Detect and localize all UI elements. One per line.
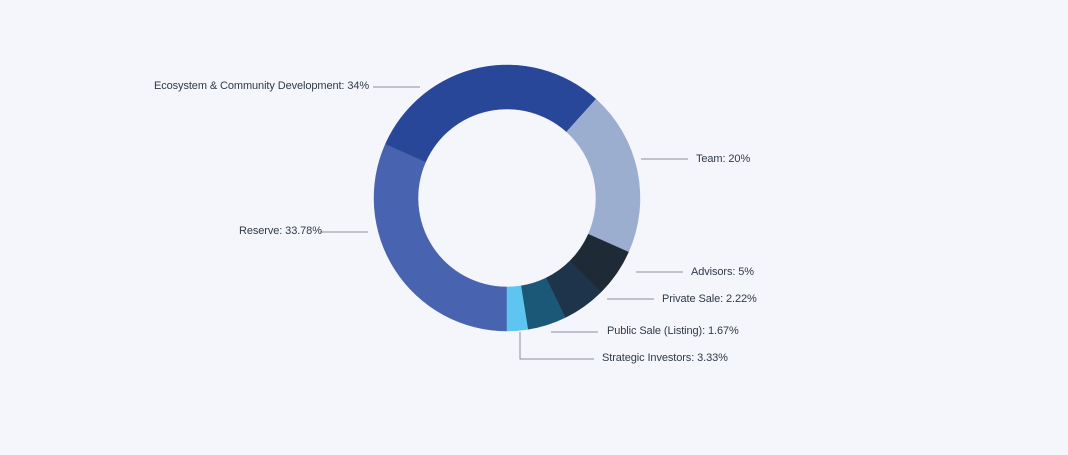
label-reserve: Reserve: 33.78% (239, 225, 322, 237)
label-strategic: Strategic Investors: 3.33% (602, 352, 728, 364)
label-advisors: Advisors: 5% (691, 266, 754, 278)
label-ecosystem: Ecosystem & Community Development: 34% (154, 80, 370, 92)
leader-line-strategic (519, 332, 594, 360)
slice-ecosystem-community-development (385, 64, 597, 163)
slice-strategic-investors (506, 285, 529, 332)
donut-slices (373, 64, 641, 332)
slice-team (566, 98, 641, 253)
slice-reserve (373, 143, 508, 332)
label-team: Team: 20% (696, 153, 751, 165)
leader-lines (320, 86, 688, 360)
label-private-sale: Private Sale: 2.22% (662, 293, 757, 305)
label-public-sale: Public Sale (Listing): 1.67% (607, 325, 739, 337)
